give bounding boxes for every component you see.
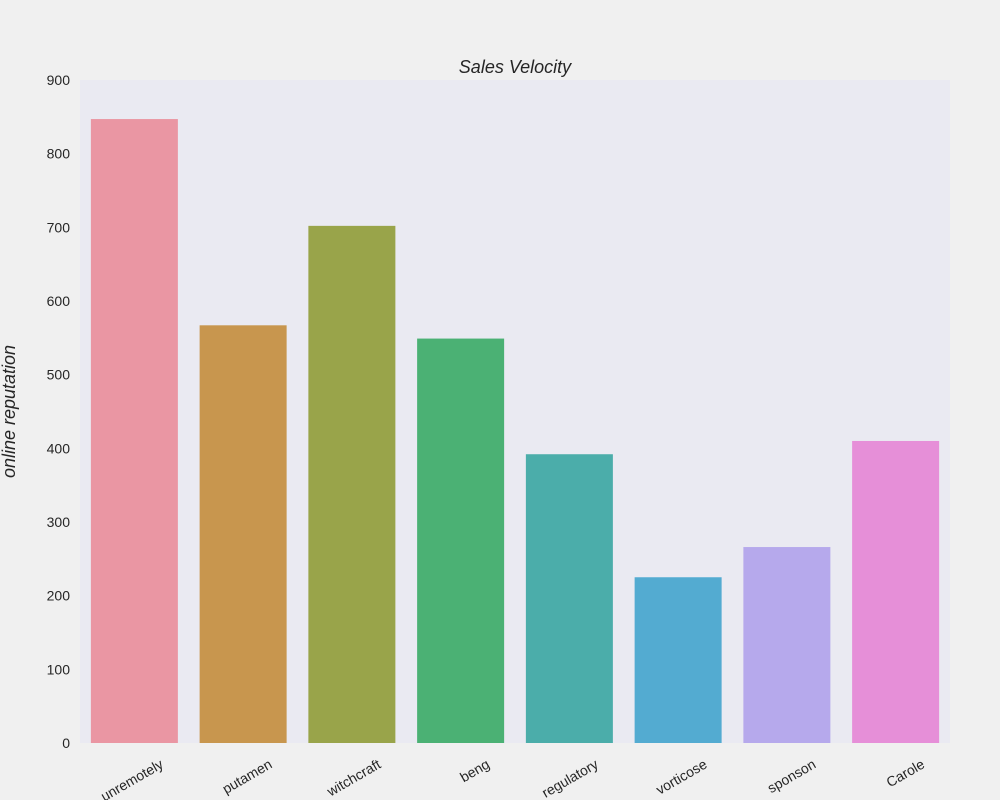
chart-title: Sales Velocity [459, 57, 572, 77]
x-tick-label: sponson [765, 756, 819, 796]
x-tick-label: Carole [883, 756, 927, 791]
y-tick-label: 0 [62, 735, 70, 751]
bar-carole [852, 440, 940, 743]
y-tick-label: 900 [47, 72, 71, 88]
y-tick-label: 100 [47, 661, 71, 677]
x-tick-label: beng [457, 756, 492, 785]
y-tick-label: 500 [47, 367, 71, 383]
bar-sponson [743, 547, 831, 743]
bar-unremotely [90, 119, 178, 743]
y-tick-label: 200 [47, 588, 71, 604]
bar-vorticose [634, 577, 722, 743]
bar-witchcraft [308, 225, 396, 744]
x-tick-label: unremotely [98, 756, 166, 800]
bar-regulatory [525, 454, 613, 743]
y-axis: 0 100 200 300 400 500 600 700 800 900 [47, 72, 71, 751]
y-axis-label: online reputation [0, 345, 19, 478]
x-tick-label: regulatory [539, 756, 601, 800]
y-tick-label: 400 [47, 440, 71, 456]
y-tick-label: 700 [47, 219, 71, 235]
x-tick-label: putamen [219, 756, 274, 797]
x-axis: unremotely putamen witchcraft beng regulator… [98, 756, 927, 800]
x-tick-label: vorticose [653, 756, 710, 798]
y-tick-label: 300 [47, 514, 71, 530]
bar-beng [417, 338, 505, 743]
bar-series [90, 119, 940, 744]
y-tick-label: 800 [47, 146, 71, 162]
bar-putamen [199, 325, 287, 743]
x-tick-label: witchcraft [323, 756, 383, 800]
y-tick-label: 600 [47, 293, 71, 309]
